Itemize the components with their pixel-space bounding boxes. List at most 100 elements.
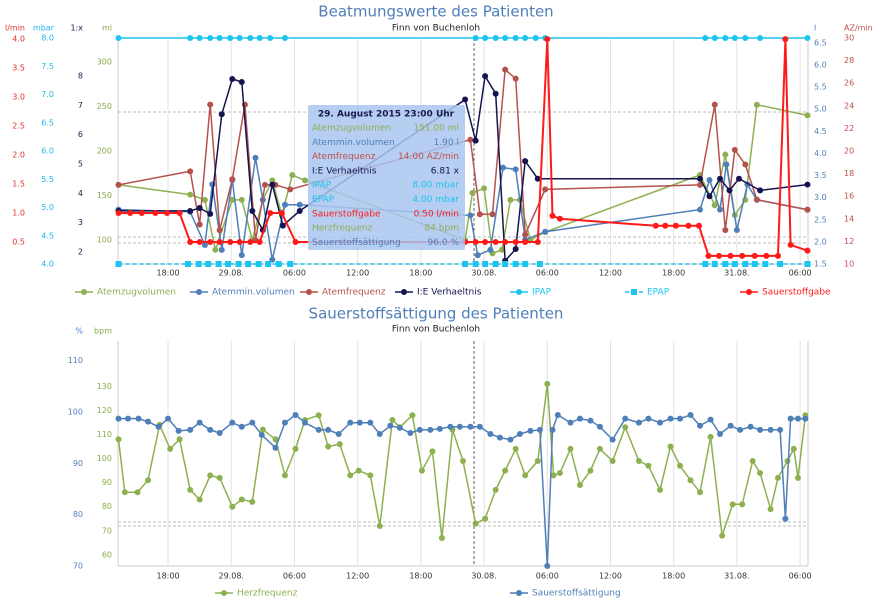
- y-tick-label: 6: [78, 130, 83, 139]
- y-tick-label: 8.0: [41, 34, 54, 43]
- y-tick-label: 5.5: [814, 83, 827, 92]
- data-point: [155, 423, 162, 430]
- data-point: [507, 196, 514, 203]
- y-tick-label: 70: [102, 526, 112, 535]
- data-point: [167, 445, 174, 452]
- data-point: [265, 261, 272, 267]
- data-point: [481, 185, 488, 192]
- y-tick-label: 110: [97, 430, 112, 439]
- data-point: [502, 66, 509, 73]
- y-tick-label: 2.5: [814, 215, 827, 224]
- data-point: [447, 423, 454, 430]
- data-point: [784, 457, 791, 464]
- data-point: [804, 181, 811, 188]
- y-tick-label: 80: [102, 502, 112, 511]
- data-point: [534, 238, 541, 245]
- y-tick-label: 4.5: [814, 127, 827, 136]
- data-point: [567, 445, 574, 452]
- data-point: [292, 445, 299, 452]
- x-tick-label: 18:00: [409, 572, 432, 581]
- legend-marker: [81, 289, 87, 295]
- data-point: [245, 261, 252, 267]
- data-point: [418, 467, 425, 474]
- y-tick-label: 6.0: [41, 147, 54, 156]
- data-point: [469, 189, 476, 196]
- data-point: [115, 210, 122, 217]
- data-point: [656, 486, 663, 493]
- data-point: [549, 426, 556, 433]
- y-axis-label: l/min: [5, 24, 25, 33]
- y-axis-label: 1:x: [70, 24, 83, 33]
- data-point: [753, 196, 760, 203]
- data-point: [804, 112, 811, 119]
- data-point: [482, 73, 489, 80]
- data-point: [216, 238, 223, 245]
- data-point: [229, 76, 236, 83]
- data-point: [207, 238, 214, 245]
- data-point: [216, 429, 223, 436]
- data-point: [196, 238, 203, 245]
- data-point: [121, 489, 128, 496]
- y-tick-label: 10: [844, 260, 854, 269]
- data-point: [702, 261, 709, 267]
- data-point: [536, 426, 543, 433]
- data-point: [296, 207, 303, 214]
- data-point: [279, 222, 286, 229]
- data-point: [247, 238, 254, 245]
- data-point: [187, 238, 194, 245]
- data-point: [635, 457, 642, 464]
- data-point: [576, 482, 583, 489]
- data-point: [145, 477, 152, 484]
- data-point: [356, 419, 363, 426]
- x-tick-label: 31.08.: [724, 572, 749, 581]
- y-tick-label: 28: [844, 56, 854, 65]
- data-point: [138, 210, 145, 217]
- data-point: [622, 424, 629, 431]
- data-point: [717, 430, 724, 437]
- legend-label: IPAP: [532, 288, 552, 298]
- y-tick-label: 4.0: [814, 149, 827, 158]
- data-point: [652, 222, 659, 229]
- data-point: [247, 35, 254, 41]
- data-point: [281, 472, 288, 479]
- x-tick-label: 31.08.: [724, 269, 749, 278]
- data-point: [492, 90, 499, 97]
- data-point: [175, 427, 182, 434]
- data-point: [544, 380, 551, 387]
- data-point: [427, 426, 434, 433]
- data-point: [587, 417, 594, 424]
- data-point: [416, 426, 423, 433]
- data-point: [127, 210, 134, 217]
- y-tick-label: 100: [97, 454, 112, 463]
- data-point: [229, 503, 236, 510]
- x-tick-label: 18:00: [409, 269, 432, 278]
- data-point: [804, 261, 811, 267]
- data-point: [482, 238, 489, 245]
- y-tick-label: 80: [73, 510, 83, 519]
- data-point: [527, 427, 534, 434]
- legend-label: EPAP: [647, 288, 670, 298]
- y-tick-label: 4.5: [41, 231, 54, 240]
- data-point: [476, 211, 483, 218]
- y-tick-label: 3.5: [814, 171, 827, 180]
- data-point: [335, 430, 342, 437]
- data-point: [201, 196, 208, 203]
- y-tick-label: 12: [844, 237, 854, 246]
- data-point: [409, 412, 416, 419]
- y-tick-label: 60: [102, 550, 112, 559]
- y-tick-label: 3.5: [12, 64, 25, 73]
- data-point: [556, 470, 563, 477]
- data-point: [292, 411, 299, 418]
- data-point: [325, 443, 332, 450]
- data-point: [301, 419, 308, 426]
- y-tick-label: 90: [102, 478, 112, 487]
- data-point: [549, 212, 556, 219]
- data-point: [238, 423, 245, 430]
- data-point: [474, 252, 481, 259]
- data-point: [711, 202, 718, 209]
- x-tick-label: 06:00: [536, 269, 559, 278]
- data-point: [723, 161, 730, 168]
- data-point: [196, 496, 203, 503]
- data-point: [462, 96, 469, 103]
- data-point: [512, 166, 519, 173]
